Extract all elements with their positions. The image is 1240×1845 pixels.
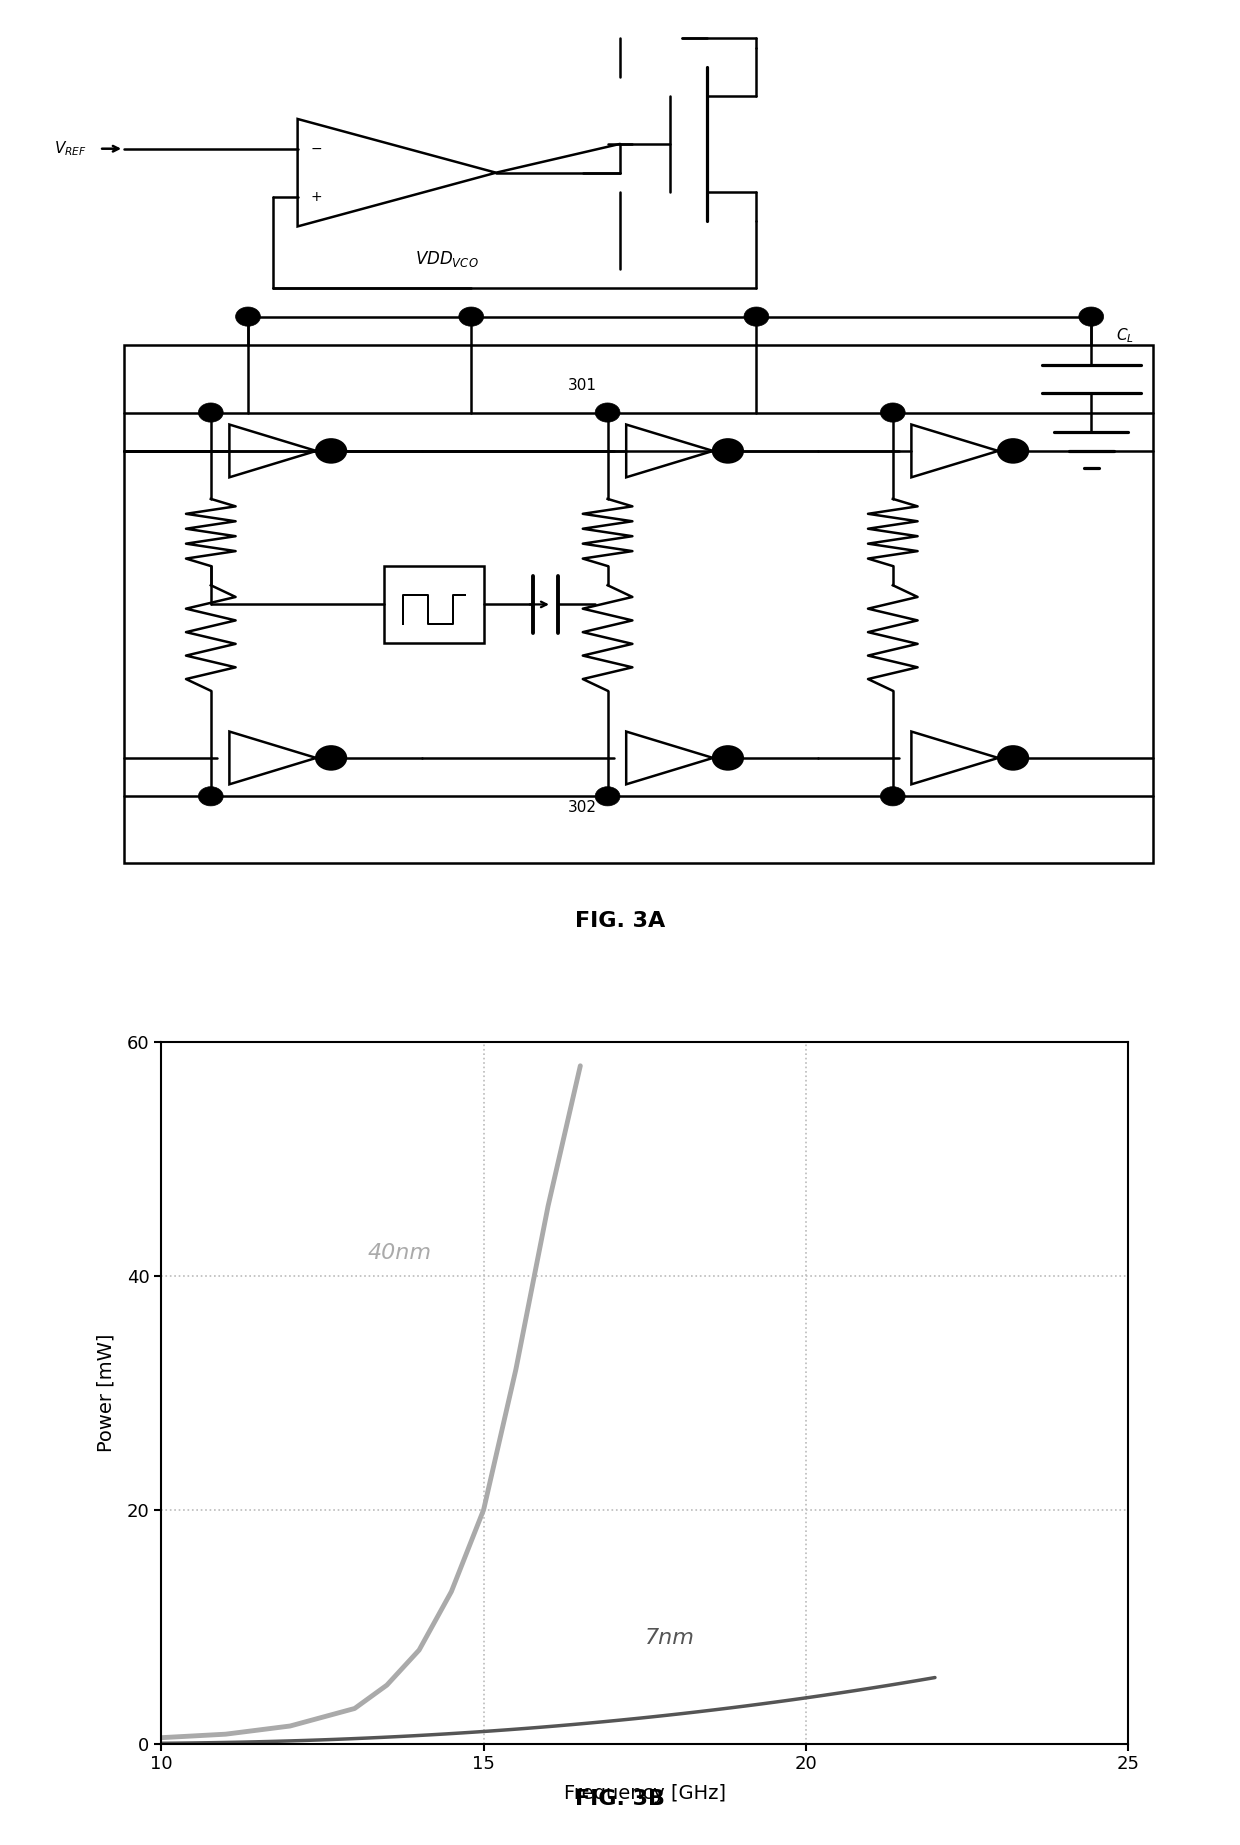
Circle shape: [198, 786, 223, 806]
Circle shape: [595, 402, 620, 423]
Text: $VDD_{VCO}$: $VDD_{VCO}$: [414, 249, 479, 269]
Text: 40nm: 40nm: [367, 1244, 432, 1262]
Circle shape: [713, 747, 743, 769]
Circle shape: [459, 306, 484, 327]
Bar: [384, 566, 484, 642]
Circle shape: [316, 439, 346, 463]
Text: 7nm: 7nm: [645, 1629, 694, 1648]
Circle shape: [744, 306, 769, 327]
X-axis label: Frequency [GHz]: Frequency [GHz]: [564, 1784, 725, 1803]
Circle shape: [1079, 306, 1104, 327]
Text: 302: 302: [568, 801, 598, 815]
Text: 301: 301: [568, 378, 598, 393]
Circle shape: [198, 402, 223, 423]
Circle shape: [316, 747, 346, 769]
Circle shape: [713, 439, 743, 463]
Text: −: −: [310, 142, 322, 155]
Text: +: +: [310, 190, 322, 203]
Text: $C_L$: $C_L$: [1116, 327, 1133, 345]
Circle shape: [595, 786, 620, 806]
Circle shape: [998, 747, 1028, 769]
Circle shape: [998, 439, 1028, 463]
Circle shape: [236, 306, 260, 327]
Circle shape: [880, 786, 905, 806]
Bar: [124, 345, 1153, 863]
Circle shape: [880, 402, 905, 423]
Text: FIG. 3A: FIG. 3A: [575, 911, 665, 932]
Text: FIG. 3B: FIG. 3B: [575, 1790, 665, 1808]
Text: $V_{REF}$: $V_{REF}$: [55, 140, 87, 159]
Y-axis label: Power [mW]: Power [mW]: [97, 1334, 115, 1452]
